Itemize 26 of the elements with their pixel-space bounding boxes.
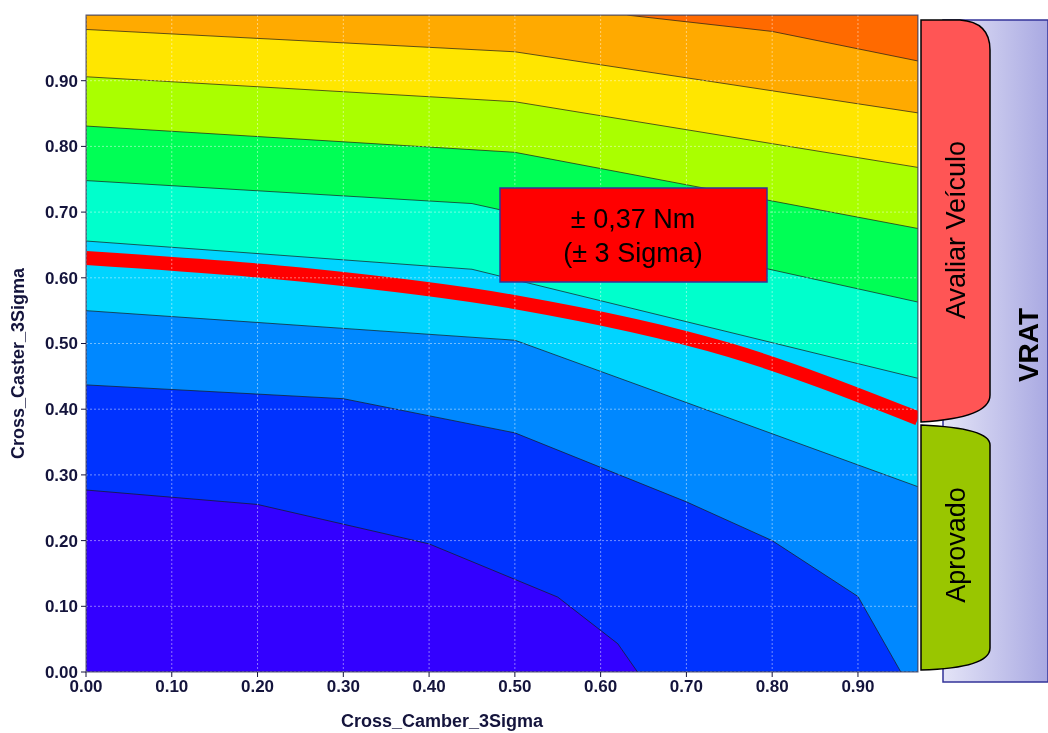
x-tick-label: 0.10 (155, 677, 189, 696)
y-tick-label: 0.10 (44, 597, 78, 617)
y-tick-label: 0.30 (44, 465, 78, 485)
x-tick-label: 0.90 (841, 677, 875, 696)
text: Avaliar Veículo (941, 140, 971, 320)
y-tick-label: 0.80 (44, 137, 78, 157)
y-tick-label: 0.50 (44, 334, 78, 354)
y-tick-label: 0.90 (44, 71, 78, 91)
x-axis-title: Cross_Camber_3Sigma (340, 711, 545, 731)
x-tick-label: 0.50 (498, 677, 532, 696)
y-tick-label: 0.60 (44, 268, 78, 288)
x-tick-label: 0.00 (69, 677, 103, 696)
x-tick-label: 0.60 (584, 677, 618, 696)
x-tick-label: 0.40 (412, 677, 446, 696)
x-tick-label: 0.70 (669, 677, 703, 696)
y-tick-label: 0.40 (44, 400, 78, 420)
annotation: ± 0,37 Nm (± 3 Sigma) (563, 204, 703, 268)
x-tick-label: 0.80 (755, 677, 789, 696)
x-tick-label: 0.20 (241, 677, 275, 696)
text: VRAT (1013, 307, 1044, 383)
y-tick-label: 0.70 (44, 203, 78, 223)
callout-box: ± 0,37 Nm (± 3 Sigma) (499, 187, 768, 283)
x-tick-label: 0.30 (326, 677, 360, 696)
y-axis-title: Cross_Caster_3Sigma (8, 266, 28, 460)
text: Aprovado (941, 487, 971, 603)
y-tick-label: 0.20 (44, 531, 78, 551)
